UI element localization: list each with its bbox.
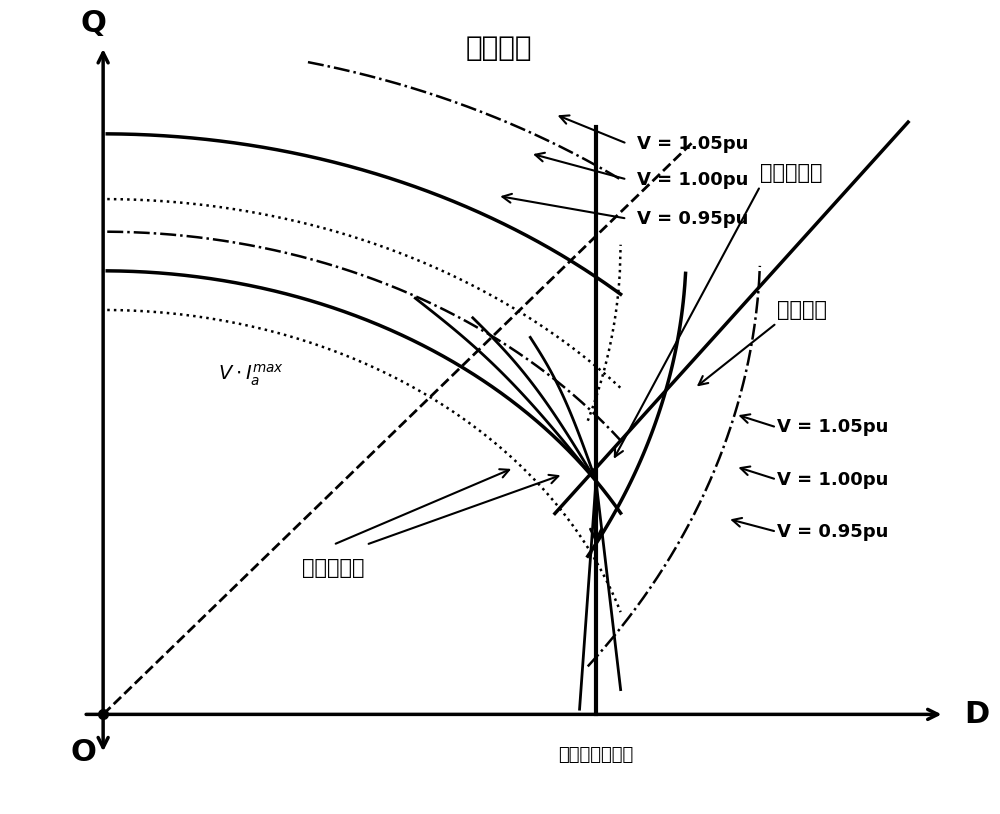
Text: 原动机最大输出: 原动机最大输出 (558, 746, 634, 764)
Text: Q: Q (80, 9, 106, 38)
Text: V = 0.95pu: V = 0.95pu (777, 523, 888, 540)
Text: 限制切换点: 限制切换点 (302, 558, 364, 578)
Text: $V \cdot I_a^{max}$: $V \cdot I_a^{max}$ (218, 362, 284, 388)
Text: O: O (70, 738, 96, 768)
Text: V = 1.00pu: V = 1.00pu (777, 470, 888, 488)
Text: 电枢限制: 电枢限制 (466, 34, 532, 62)
Text: V = 1.05pu: V = 1.05pu (637, 134, 748, 153)
Text: D: D (964, 700, 989, 729)
Text: V = 1.00pu: V = 1.00pu (637, 170, 748, 189)
Text: 励磁限制: 励磁限制 (777, 300, 827, 320)
Text: V = 1.05pu: V = 1.05pu (777, 418, 888, 436)
Text: V = 0.95pu: V = 0.95pu (637, 210, 748, 228)
Text: 极限运行点: 极限运行点 (760, 163, 823, 183)
